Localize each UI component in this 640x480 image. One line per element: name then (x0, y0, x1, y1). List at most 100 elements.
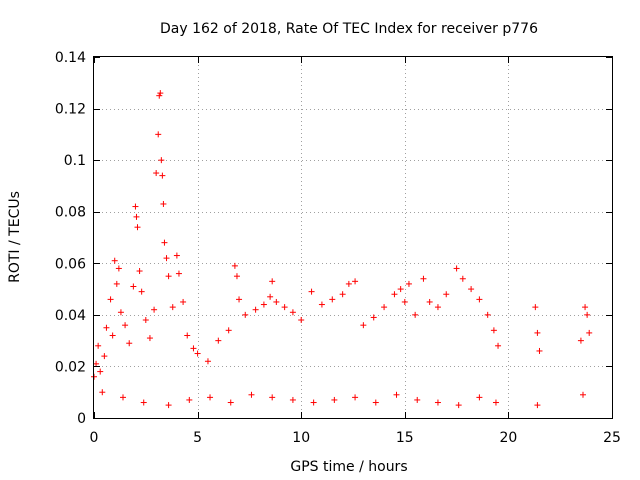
data-marks (91, 90, 593, 409)
data-point (420, 275, 427, 282)
data-point (153, 170, 160, 177)
data-point (225, 327, 232, 334)
data-point (175, 270, 182, 277)
x-axis-label: GPS time / hours (290, 459, 407, 475)
data-point (273, 298, 280, 305)
data-point (130, 283, 137, 290)
data-point (136, 268, 143, 275)
data-point (117, 309, 124, 316)
data-point (352, 394, 359, 401)
data-point (99, 389, 106, 396)
data-point (345, 280, 352, 287)
data-point (289, 309, 296, 316)
y-tick-label: 0.02 (55, 359, 86, 375)
data-point (190, 345, 197, 352)
data-point (468, 286, 475, 293)
data-point (122, 322, 129, 329)
data-point (242, 311, 249, 318)
data-point (111, 257, 118, 264)
data-point (215, 337, 222, 344)
data-point (160, 200, 167, 207)
data-point (453, 265, 460, 272)
data-point (434, 399, 441, 406)
data-point (360, 322, 367, 329)
data-point (107, 296, 114, 303)
data-point (161, 239, 168, 246)
data-point (93, 360, 100, 367)
x-tick-label: 0 (90, 430, 99, 446)
data-point (113, 280, 120, 287)
data-point (484, 311, 491, 318)
data-point (103, 324, 110, 331)
data-point (165, 402, 172, 409)
data-point (95, 342, 102, 349)
data-point (159, 172, 166, 179)
data-point (155, 131, 162, 138)
data-point (492, 399, 499, 406)
y-axis-label: ROTI / TECUs (7, 191, 23, 283)
data-point (426, 298, 433, 305)
data-point (318, 301, 325, 308)
data-point (184, 332, 191, 339)
x-tick-label: 20 (499, 430, 517, 446)
data-point (434, 304, 441, 311)
data-point (339, 291, 346, 298)
data-point (495, 342, 502, 349)
data-point (352, 278, 359, 285)
data-point (204, 358, 211, 365)
data-point (455, 402, 462, 409)
data-point (397, 286, 404, 293)
data-point (584, 311, 591, 318)
data-point (236, 296, 243, 303)
data-point (186, 396, 193, 403)
data-point (169, 304, 176, 311)
data-point (414, 396, 421, 403)
data-point (310, 399, 317, 406)
data-point (151, 306, 158, 313)
data-point (476, 394, 483, 401)
data-point (405, 280, 412, 287)
data-point (133, 213, 140, 220)
data-point (156, 92, 163, 99)
data-point (260, 301, 267, 308)
y-tick-label: 0.08 (55, 205, 86, 221)
data-point (231, 262, 238, 269)
data-point (97, 368, 104, 375)
data-point (269, 278, 276, 285)
grid-lines (94, 57, 612, 418)
data-point (281, 304, 288, 311)
data-point (582, 304, 589, 311)
y-tick-label: 0.06 (55, 256, 86, 272)
data-point (180, 298, 187, 305)
data-point (138, 288, 145, 295)
y-tick-label: 0 (77, 411, 86, 427)
data-point (370, 314, 377, 321)
x-tick-label: 5 (193, 430, 202, 446)
axis-ticks: 0 5 10 15 20 25 0 0.02 0.04 0.06 0.08 0.1 0.12 0.14 (55, 50, 621, 446)
data-point (443, 291, 450, 298)
data-point (207, 394, 214, 401)
x-tick-label: 15 (396, 430, 414, 446)
data-point (289, 396, 296, 403)
data-point (142, 317, 149, 324)
data-point (381, 304, 388, 311)
data-point (115, 265, 122, 272)
data-point (534, 329, 541, 336)
data-point (165, 273, 172, 280)
data-point (269, 394, 276, 401)
data-point (298, 317, 305, 324)
data-point (401, 298, 408, 305)
data-point (308, 288, 315, 295)
x-tick-label: 10 (292, 430, 310, 446)
data-point (331, 396, 338, 403)
data-point (391, 291, 398, 298)
data-point (248, 391, 255, 398)
data-point (329, 296, 336, 303)
y-tick-label: 0.04 (55, 308, 86, 324)
data-point (163, 255, 170, 262)
plot-frame (93, 56, 613, 419)
data-point (393, 391, 400, 398)
data-point (267, 293, 274, 300)
data-point (412, 311, 419, 318)
